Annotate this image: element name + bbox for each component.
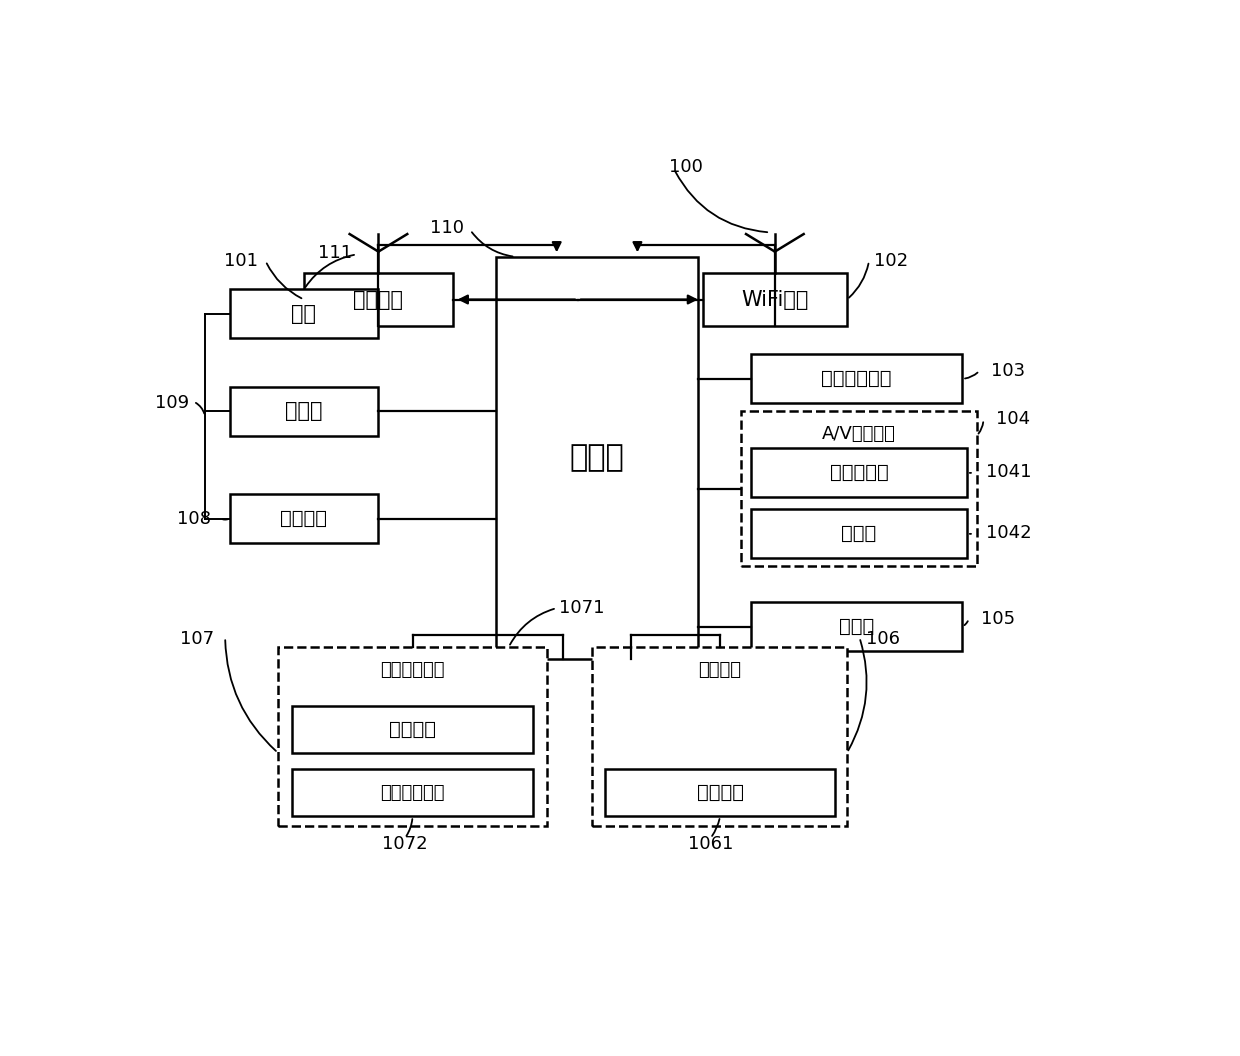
Bar: [278, 647, 547, 826]
Text: 传感器: 传感器: [839, 618, 874, 637]
Text: 102: 102: [874, 252, 908, 270]
Bar: [742, 411, 977, 566]
Text: 104: 104: [996, 411, 1030, 429]
Text: 接口单元: 接口单元: [280, 509, 327, 528]
Text: 1072: 1072: [382, 835, 428, 853]
Bar: [496, 257, 698, 659]
Bar: [751, 355, 962, 403]
Text: 103: 103: [991, 361, 1025, 380]
Text: A/V输入单元: A/V输入单元: [822, 426, 895, 444]
Text: WiFi模块: WiFi模块: [742, 289, 808, 309]
Text: 存储器: 存储器: [285, 401, 322, 421]
Text: 1042: 1042: [986, 524, 1032, 543]
Bar: [304, 274, 453, 326]
Bar: [593, 647, 847, 826]
Bar: [229, 494, 378, 543]
Text: 1041: 1041: [986, 464, 1032, 482]
Text: 1061: 1061: [688, 835, 733, 853]
Text: 音频输出单元: 音频输出单元: [821, 370, 892, 389]
Bar: [703, 274, 847, 326]
Text: 图形处理器: 图形处理器: [830, 463, 888, 482]
Bar: [751, 602, 962, 652]
Text: 显示面板: 显示面板: [697, 784, 744, 803]
Bar: [229, 289, 378, 338]
Bar: [293, 769, 533, 816]
Text: 处理器: 处理器: [569, 444, 625, 473]
Bar: [293, 705, 533, 753]
Text: 麦克风: 麦克风: [841, 524, 877, 543]
Text: 109: 109: [155, 394, 188, 412]
Text: 100: 100: [670, 158, 703, 176]
Text: 105: 105: [982, 609, 1016, 627]
Text: 显示单元: 显示单元: [698, 661, 742, 679]
Text: 射频单元: 射频单元: [353, 289, 403, 309]
Text: 106: 106: [866, 630, 900, 648]
Text: 其他输入设备: 其他输入设备: [381, 784, 445, 802]
Text: 110: 110: [430, 220, 465, 238]
Bar: [751, 448, 967, 496]
Bar: [605, 769, 836, 816]
Text: 111: 111: [317, 244, 352, 262]
Text: 107: 107: [181, 630, 215, 648]
Text: 108: 108: [177, 510, 211, 528]
Text: 触控面板: 触控面板: [389, 720, 436, 739]
Bar: [751, 509, 967, 558]
Bar: [229, 386, 378, 436]
Text: 1071: 1071: [558, 599, 604, 617]
Text: 电源: 电源: [291, 304, 316, 324]
Text: 用户输入单元: 用户输入单元: [381, 661, 445, 679]
Text: 101: 101: [224, 252, 258, 270]
